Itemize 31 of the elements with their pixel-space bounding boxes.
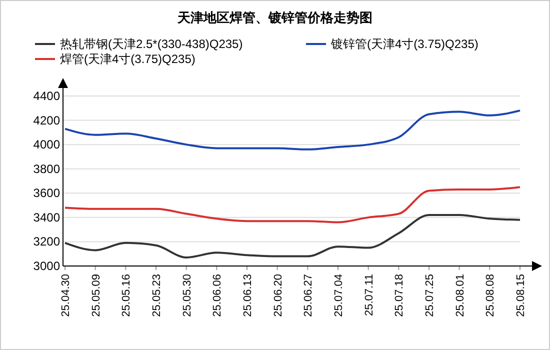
line-series	[64, 110, 521, 150]
y-tick-label: 3400	[33, 210, 60, 224]
y-tick-label: 4200	[33, 113, 60, 128]
x-tick-label: 25.06.13	[242, 274, 254, 317]
y-tick-label: 3000	[33, 259, 60, 273]
y-tick-label: 3200	[33, 234, 60, 249]
x-tick-label: 25.04.30	[60, 274, 72, 317]
legend-label: 镀锌管(天津4寸(3.75)Q235)	[330, 37, 478, 51]
x-tick-label: 25.07.11	[363, 274, 376, 316]
x-tick-label: 25.07.04	[333, 274, 345, 317]
x-tick-label: 25.05.09	[90, 274, 102, 317]
y-tick-label: 4400	[33, 89, 60, 103]
x-tick-label: 25.05.30	[181, 274, 194, 317]
legend-label: 焊管(天津4寸(3.75)Q235)	[60, 52, 196, 66]
x-tick-label: 25.08.15	[515, 274, 527, 317]
y-tick-label: 3600	[33, 186, 60, 200]
x-tick-label: 25.08.01	[454, 274, 466, 317]
x-tick-label: 25.07.18	[394, 274, 406, 317]
x-tick-label: 25.06.27	[302, 274, 315, 317]
line-series	[64, 186, 521, 224]
line-series	[64, 214, 521, 258]
x-tick-label: 25.07.25	[424, 274, 436, 317]
y-tick-label: 4000	[33, 138, 60, 152]
x-tick-label: 25.05.23	[151, 274, 163, 317]
legend-label: 热轧带钢(天津2.5*(330-438)Q235)	[60, 37, 243, 51]
x-tick-label: 25.06.06	[212, 274, 224, 317]
x-tick-label: 25.05.16	[120, 274, 133, 317]
x-tick-label: 25.08.08	[484, 274, 497, 317]
y-tick-label: 3800	[33, 162, 60, 176]
chart-title: 天津地区焊管、镀锌管价格走势图	[176, 10, 372, 25]
x-tick-label: 25.06.20	[272, 274, 284, 317]
